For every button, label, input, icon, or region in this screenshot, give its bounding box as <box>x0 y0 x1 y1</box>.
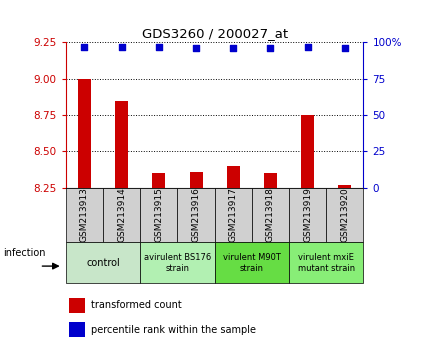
Bar <box>115 101 128 188</box>
Bar <box>301 115 314 188</box>
Bar <box>140 188 178 242</box>
Text: virulent M90T
strain: virulent M90T strain <box>223 253 281 273</box>
Point <box>304 44 311 50</box>
Bar <box>69 298 85 313</box>
Bar <box>66 242 140 283</box>
Bar <box>289 242 363 283</box>
Bar <box>338 185 351 188</box>
Point <box>81 44 88 50</box>
Bar <box>152 173 165 188</box>
Bar <box>178 188 215 242</box>
Text: GSM213916: GSM213916 <box>192 188 201 242</box>
Text: infection: infection <box>3 248 46 258</box>
Text: GSM213917: GSM213917 <box>229 188 238 242</box>
Point <box>230 45 237 51</box>
Bar <box>289 188 326 242</box>
Point <box>193 45 199 51</box>
Text: GSM213915: GSM213915 <box>154 188 163 242</box>
Bar <box>215 242 289 283</box>
Text: GSM213920: GSM213920 <box>340 188 349 242</box>
Point <box>267 45 274 51</box>
Text: virulent mxiE
mutant strain: virulent mxiE mutant strain <box>298 253 355 273</box>
Text: GSM213913: GSM213913 <box>80 188 89 242</box>
Bar <box>78 79 91 188</box>
Point <box>341 45 348 51</box>
Text: percentile rank within the sample: percentile rank within the sample <box>91 325 256 335</box>
Text: control: control <box>86 258 120 268</box>
Bar <box>190 172 203 188</box>
Title: GDS3260 / 200027_at: GDS3260 / 200027_at <box>142 27 288 40</box>
Text: GSM213914: GSM213914 <box>117 188 126 242</box>
Text: transformed count: transformed count <box>91 300 182 310</box>
Text: GSM213918: GSM213918 <box>266 188 275 242</box>
Bar <box>103 188 140 242</box>
Bar <box>66 188 103 242</box>
Bar <box>69 322 85 337</box>
Bar <box>140 242 215 283</box>
Text: GSM213919: GSM213919 <box>303 188 312 242</box>
Point <box>156 44 162 50</box>
Point <box>118 44 125 50</box>
Bar <box>326 188 363 242</box>
Bar <box>227 166 240 188</box>
Bar <box>264 173 277 188</box>
Bar <box>252 188 289 242</box>
Bar <box>215 188 252 242</box>
Text: avirulent BS176
strain: avirulent BS176 strain <box>144 253 211 273</box>
